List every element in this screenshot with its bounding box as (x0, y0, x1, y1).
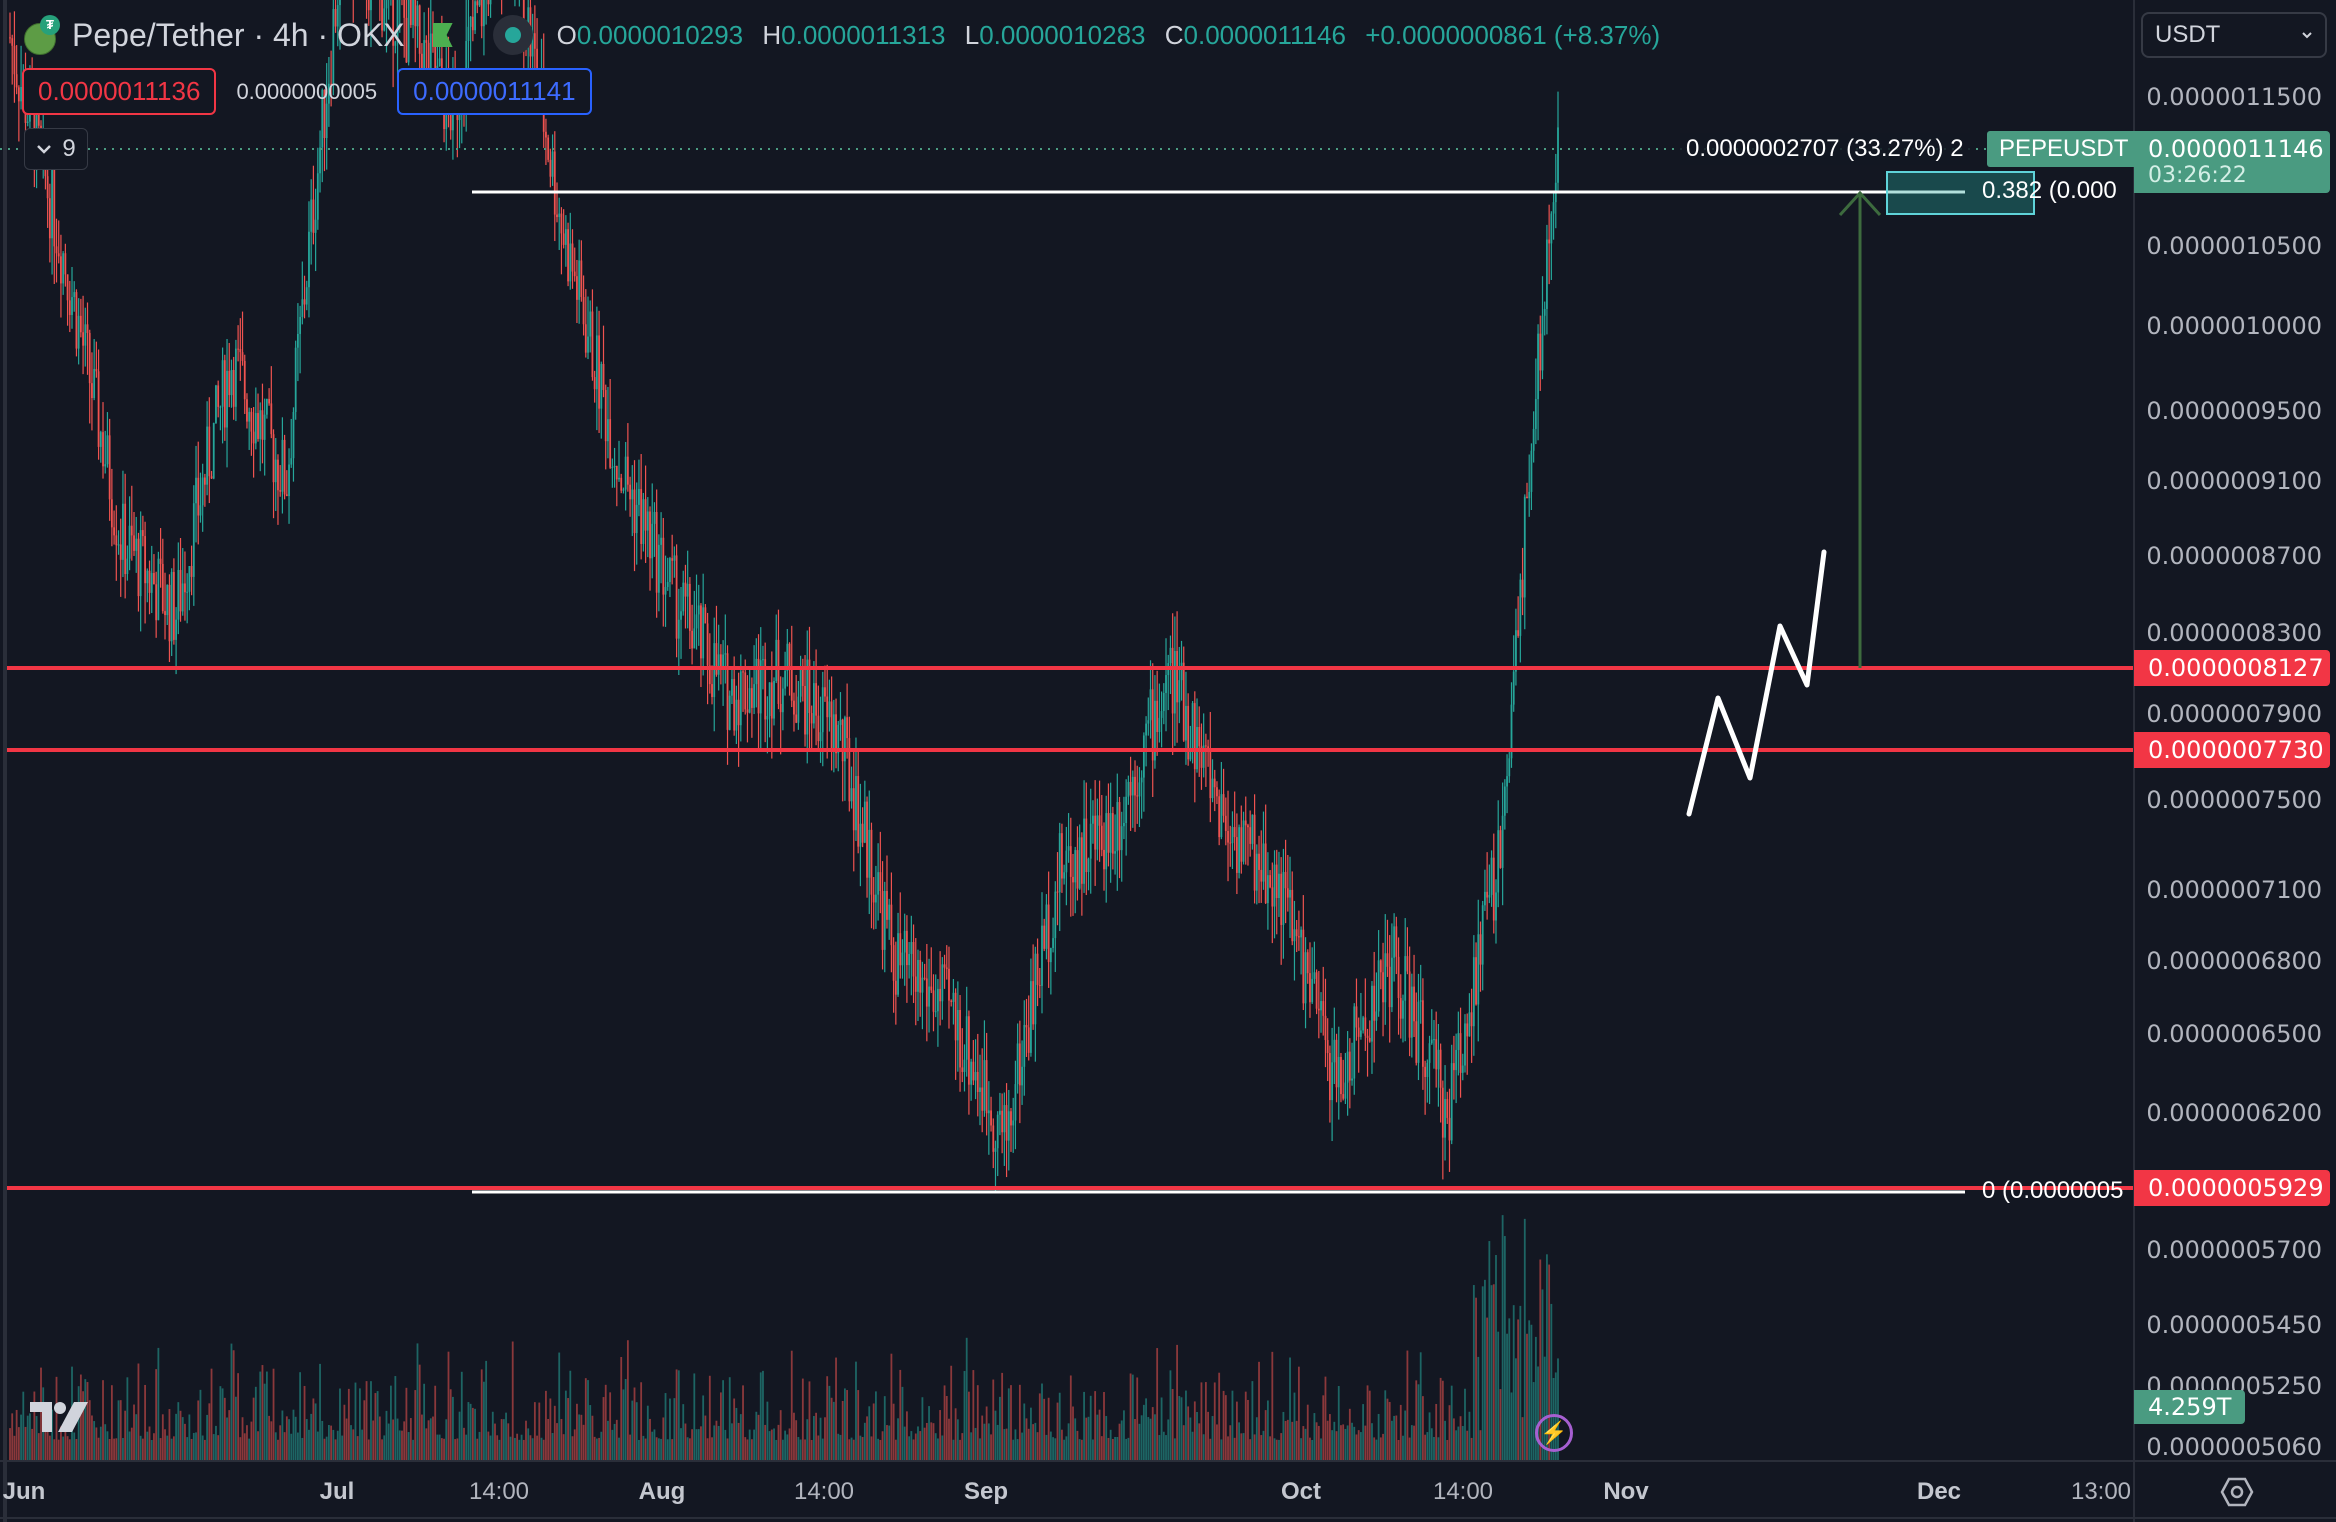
time-axis-label: Jun (2, 1478, 46, 1505)
tradingview-logo-icon[interactable] (28, 1400, 90, 1434)
buy-button[interactable]: 0.0000011141 (397, 68, 592, 115)
candlesticks (9, 0, 1559, 1192)
lightning-event-icon[interactable]: ⚡ (1535, 1414, 1573, 1452)
time-axis-label: Aug (638, 1478, 686, 1505)
price-axis-label: 0.0000005060 (2146, 1433, 2322, 1461)
price-axis-label: 0.0000006500 (2146, 1020, 2322, 1048)
ohlc-values: O0.0000010293 H0.0000011313 L0.000001028… (556, 19, 1661, 50)
settings-icon[interactable] (2220, 1475, 2254, 1509)
time-axis-label: 14:00 (468, 1478, 530, 1505)
currency-select[interactable]: USDT (2141, 12, 2327, 58)
tether-icon: ₮ (40, 15, 60, 35)
price-axis-label: 0.0000009500 (2146, 397, 2322, 425)
indicators-collapse-button[interactable]: 9 (24, 128, 88, 170)
symbol-title[interactable]: Pepe/Tether · 4h · OKX (72, 16, 405, 53)
trade-prices: 0.0000011136 0.0000000005 0.0000011141 (22, 68, 592, 115)
flag-icon[interactable] (432, 23, 453, 47)
volume-bars (9, 1215, 1559, 1460)
market-status-icon[interactable] (492, 15, 533, 55)
symbol-legend: ₮ Pepe/Tether · 4h · OKX O0.0000010293 H… (22, 10, 1672, 60)
projected-path-drawing (1686, 549, 1827, 817)
time-axis-label: Dec (1916, 1478, 1962, 1505)
time-axis-label: Jul (319, 1478, 355, 1505)
price-axis-label: 0.0000010500 (2146, 232, 2322, 260)
target-box (1886, 171, 2035, 215)
chevron-down-icon (37, 145, 52, 154)
level-price-badge: 0.0000008127 (2134, 650, 2330, 686)
time-axis-label: 13:00 (2070, 1478, 2132, 1505)
time-axis-label: Oct (1280, 1478, 1322, 1505)
price-axis-label: 0.0000005450 (2146, 1311, 2322, 1339)
time-axis-label: 14:00 (793, 1478, 855, 1505)
measure-label: 0.0000002707 (33.27%) 2 (1680, 133, 1970, 165)
level-price-badge: 0.0000005929 (2134, 1170, 2330, 1206)
time-axis-label: Nov (1603, 1478, 1649, 1505)
price-axis-label: 0.0000011500 (2146, 83, 2322, 111)
chevron-down-icon (2302, 32, 2312, 39)
price-axis-label: 0.0000006800 (2146, 947, 2322, 975)
price-axis-label: 0.0000007100 (2146, 876, 2322, 904)
spread-value: 0.0000000005 (236, 78, 378, 104)
pepe-coin-icon: ₮ (22, 13, 66, 57)
high-value: 0.0000011313 (781, 19, 946, 50)
close-value: 0.0000011146 (1183, 19, 1346, 50)
price-axis-label: 0.0000005700 (2146, 1236, 2322, 1264)
bar-countdown: 03:26:22 (2148, 163, 2247, 188)
fib-382-label: 0.382 (0.000 (1982, 177, 2117, 204)
sell-button[interactable]: 0.0000011136 (22, 68, 217, 115)
symbol-tag: PEPEUSDT (1987, 131, 2141, 167)
open-value: 0.0000010293 (576, 19, 744, 50)
price-axis-label: 0.0000009100 (2146, 467, 2322, 495)
time-axis-label: 14:00 (1432, 1478, 1494, 1505)
price-axis-label: 0.0000007500 (2146, 786, 2322, 814)
last-price-badge: 0.0000011146 03:26:22 (2134, 131, 2330, 193)
change-value: +0.0000000861 (+8.37%) (1365, 19, 1661, 50)
time-axis-label: Sep (963, 1478, 1009, 1505)
volume-badge: 4.259T (2134, 1390, 2246, 1424)
fib-0-label: 0 (0.0000005 (1982, 1177, 2124, 1204)
price-axis-label: 0.0000010000 (2146, 312, 2322, 340)
price-axis-label: 0.0000006200 (2146, 1099, 2322, 1127)
low-value: 0.0000010283 (979, 19, 1146, 50)
price-axis-label: 0.0000008300 (2146, 619, 2322, 647)
price-axis-label: 0.0000008700 (2146, 542, 2322, 570)
indicator-count: 9 (62, 135, 76, 162)
price-axis-label: 0.0000007900 (2146, 700, 2322, 728)
level-price-badge: 0.0000007730 (2134, 732, 2330, 768)
